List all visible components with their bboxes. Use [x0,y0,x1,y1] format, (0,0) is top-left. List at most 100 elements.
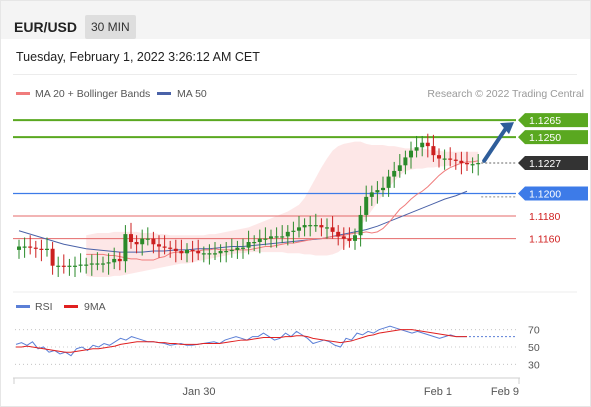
candle-body [17,246,21,250]
candle-body [185,249,189,254]
candle-body [465,163,469,165]
candle-body [252,242,257,244]
candle-body [425,142,430,147]
candle-body [213,253,217,255]
candle-body [442,158,447,160]
candle-body [134,242,139,245]
candle-body [224,251,229,253]
candle-body [33,247,38,249]
candle-body [179,251,184,254]
x-tick-feb9: Feb 9 [491,386,519,398]
candle-body [117,258,122,262]
legend-ma20-label: MA 20 + Bollinger Bands [35,88,150,100]
candle-body [229,249,234,252]
level-label-1.1180: 1.1180 [529,211,560,223]
candle-body [285,231,290,237]
candle-body [45,248,49,250]
candle-body [140,238,145,245]
candle-body [453,159,458,161]
candle-body [313,225,318,227]
candle-body [347,238,352,241]
candle-body [129,234,133,243]
candle-body [201,253,206,255]
candle-body [50,248,55,266]
legend-ma50-label: MA 50 [177,88,207,100]
forecast-arrow-shaft [482,126,508,163]
candle-body [470,164,475,166]
price-levels [13,119,516,240]
candle-body [392,170,397,177]
moving-averages [18,160,479,261]
timeframe-badge[interactable]: 30 MIN [85,15,136,39]
candle-body [369,192,374,197]
divider [13,74,577,75]
candle-body [73,265,77,267]
rsi-panel: 70 50 30 [15,325,540,371]
candle-body [364,196,369,215]
candle-body [173,248,178,252]
candle-body [89,263,94,265]
bollinger-bands [86,141,479,277]
ma50-line [18,190,468,253]
candle-body [459,160,464,164]
candle-body [162,246,167,248]
legend-rsi-swatch [16,305,30,308]
candle-body [67,265,72,267]
candle-body [420,142,425,148]
x-tick-jan30: Jan 30 [182,386,215,398]
candle-body [61,265,66,267]
candle-body [291,230,296,232]
instrument-title: EUR/USD [14,19,78,35]
time-axis: Jan 30 Feb 1 Feb 9 [13,377,520,398]
level-tag-1.1200 [518,186,588,201]
candle-body [358,214,363,236]
rsi-tick-70: 70 [528,325,540,337]
rsi-legend: RSI 9MA [16,301,106,313]
legend-rsi-label: RSI [35,301,53,313]
level-tag-1.1227 [518,156,588,171]
candle-body [280,236,285,238]
candle-body [319,225,324,228]
candle-body [190,249,195,252]
candle-body [95,263,100,265]
rsi-tick-30: 30 [528,359,540,371]
candle-body [78,264,83,266]
datetime-label: Tuesday, February 1, 2022 3:26:12 AM CET [16,50,260,64]
level-label-1.1227: 1.1227 [529,158,561,170]
candle-body [246,242,251,248]
candle-body [297,227,301,231]
forecast-arrow [482,122,514,163]
candle-body [157,244,161,247]
candle-body [414,147,419,151]
candle-body [397,165,402,171]
candle-body [381,187,385,191]
forecast-arrow-head [500,122,514,135]
attribution: Research © 2022 Trading Central [427,88,584,100]
candle-body [353,235,357,241]
candle-body [302,225,307,228]
candle-body [431,146,436,156]
candle-body [336,231,341,237]
main-legend: MA 20 + Bollinger Bands MA 50 Research ©… [16,88,584,100]
candle-body [437,155,441,159]
legend-ma20-swatch [16,92,30,95]
candle-body [145,238,150,240]
candle-body [403,157,408,166]
candle-body [123,234,128,262]
candle-body [241,247,245,249]
candle-body [101,263,105,265]
candle-body [386,176,391,188]
candle-body [325,227,329,229]
candle-body [330,227,335,232]
legend-9ma-swatch [64,305,78,308]
candle-body [207,253,212,255]
x-tick-feb1: Feb 1 [424,386,452,398]
candle-body [56,265,61,267]
candle-body [106,262,111,264]
level-label-1.1250: 1.1250 [529,132,561,144]
rsi-tick-50: 50 [528,342,540,354]
candle-body [476,163,481,165]
candle-body [235,247,240,250]
level-labels: 1.1265 1.1250 1.1227 1.1200 1.1180 1.1160 [518,113,588,246]
